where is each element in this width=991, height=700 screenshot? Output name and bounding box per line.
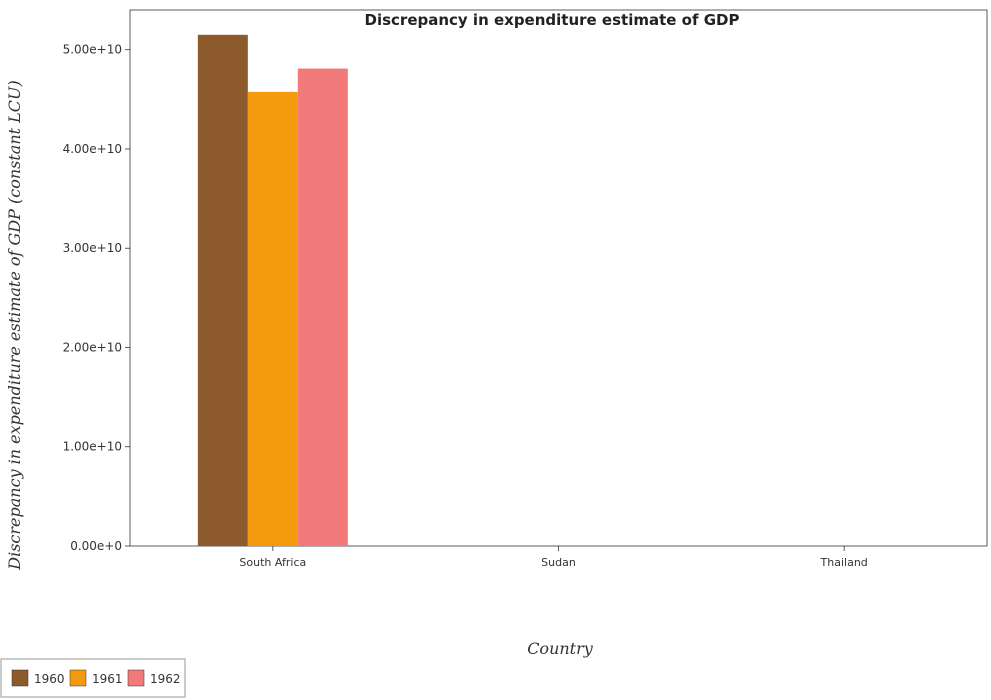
y-tick-label: 1.00e+10	[63, 440, 122, 454]
legend-swatch	[69, 669, 87, 687]
legend-label: 1962	[150, 672, 181, 686]
legend-box	[0, 658, 186, 698]
y-tick-label: 4.00e+10	[63, 142, 122, 156]
legend-swatch	[127, 669, 145, 687]
y-tick-label: 2.00e+10	[63, 340, 122, 354]
y-tick-label: 5.00e+10	[63, 43, 122, 57]
legend-label: 1960	[34, 672, 65, 686]
x-axis: South Africa Sudan Thailand	[239, 546, 868, 569]
x-tick-label: Thailand	[820, 556, 868, 569]
y-tick-label: 0.00e+0	[70, 539, 122, 553]
legend-label: 1961	[92, 672, 123, 686]
y-tick-label: 3.00e+10	[63, 241, 122, 255]
bar-1961	[247, 91, 298, 546]
bar-1960	[197, 34, 248, 546]
x-tick-label: South Africa	[239, 556, 306, 569]
x-axis-label: Country	[527, 639, 594, 658]
legend: 1960 1961 1962	[0, 658, 186, 698]
bars	[197, 34, 348, 547]
chart-title: Discrepancy in expenditure estimate of G…	[365, 11, 740, 29]
legend-swatch	[11, 669, 29, 687]
x-tick-label: Sudan	[541, 556, 576, 569]
y-axis: 0.00e+0 1.00e+10 2.00e+10 3.00e+10 4.00e+10 5…	[63, 43, 130, 553]
bar-1962	[297, 68, 348, 547]
y-axis-label: Discrepancy in expenditure estimate of G…	[5, 80, 24, 570]
